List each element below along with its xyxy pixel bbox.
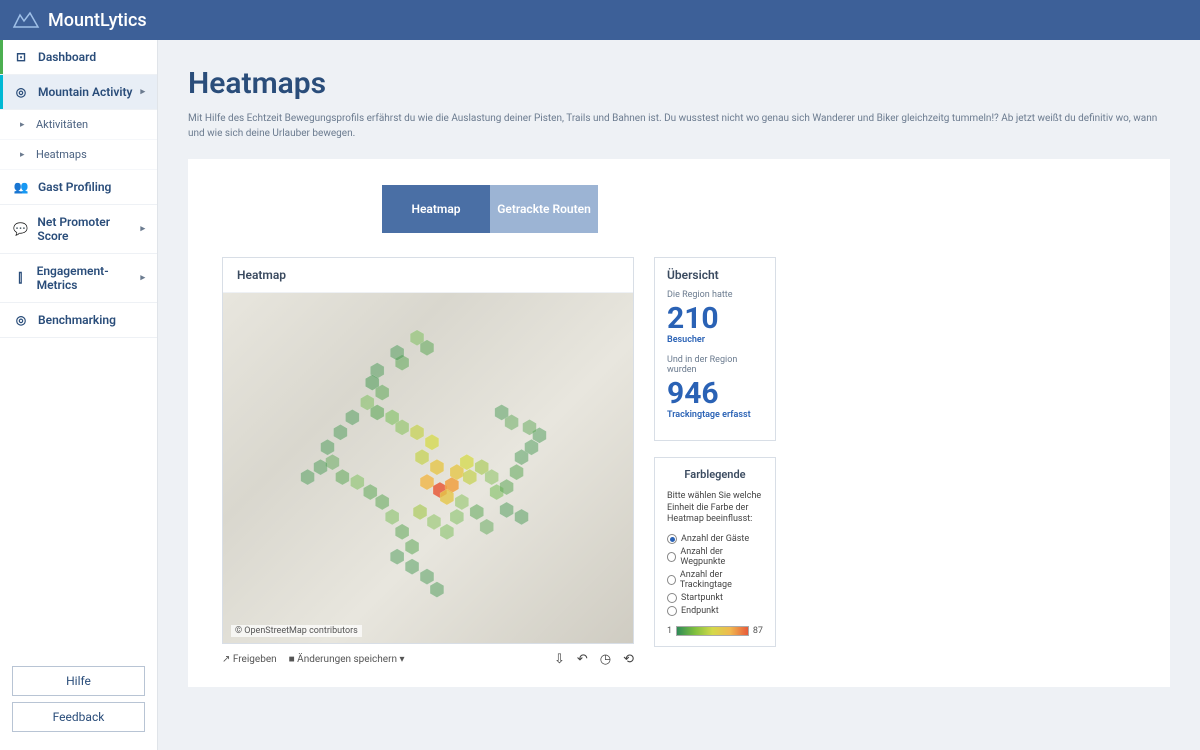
users-icon: 👥	[12, 180, 30, 194]
radio-icon	[667, 534, 677, 544]
nav-label: Mountain Activity	[38, 85, 133, 99]
legend-radio-option[interactable]: Anzahl der Wegpunkte	[667, 547, 763, 567]
chart-icon: ⫿	[12, 271, 29, 286]
overview-sub2: Trackingtage erfasst	[667, 410, 763, 420]
nav-sub-label: Aktivitäten	[36, 118, 88, 131]
legend-radio-option[interactable]: Endpunkt	[667, 606, 763, 616]
help-button[interactable]: Hilfe	[12, 666, 145, 696]
nav-label: Benchmarking	[38, 313, 116, 327]
content: Heatmaps Mit Hilfe des Echtzeit Bewegung…	[158, 40, 1200, 750]
chevron-right-icon: ▸	[20, 120, 30, 130]
radio-label: Endpunkt	[681, 606, 719, 616]
nav-gast-profiling[interactable]: 👥 Gast Profiling	[0, 170, 157, 205]
chevron-right-icon: ▸	[140, 87, 145, 97]
mountain-icon	[12, 11, 40, 29]
download-icon[interactable]: ⇩	[554, 652, 565, 667]
nav-nps[interactable]: 💬 Net Promoter Score ▸	[0, 205, 157, 254]
nav-label: Engagement-Metrics	[37, 264, 141, 292]
legend-radio-option[interactable]: Startpunkt	[667, 593, 763, 603]
chevron-right-icon: ▸	[140, 224, 145, 234]
legend-title: Farblegende	[667, 468, 763, 481]
nav: ⊡ Dashboard ◎ Mountain Activity ▸ ▸ Akti…	[0, 40, 157, 654]
page-desc: Mit Hilfe des Echtzeit Bewegungsprofils …	[188, 111, 1170, 141]
overview-sub1: Besucher	[667, 335, 763, 345]
activity-icon: ◎	[12, 85, 30, 99]
map-attribution: © OpenStreetMap contributors	[231, 625, 362, 637]
tab-getrackte-routen[interactable]: Getrackte Routen	[490, 185, 598, 233]
overview-visitors: 210	[667, 302, 763, 335]
nav-engagement[interactable]: ⫿ Engagement-Metrics ▸	[0, 254, 157, 303]
map-header: Heatmap	[223, 258, 633, 293]
chevron-right-icon: ▸	[140, 273, 145, 283]
nav-sub-label: Heatmaps	[36, 148, 87, 161]
brand-name: MountLytics	[48, 10, 147, 31]
clock-icon[interactable]: ◷	[600, 652, 611, 667]
panel: Heatmap Getrackte Routen Heatmap © OpenS…	[188, 159, 1170, 687]
chevron-right-icon: ▸	[20, 150, 30, 160]
sidebar-footer: Hilfe Feedback	[0, 654, 157, 750]
nav-sub-heatmaps[interactable]: ▸ Heatmaps	[0, 140, 157, 170]
brand-logo[interactable]: MountLytics	[12, 10, 147, 31]
overview-trackingdays: 946	[667, 377, 763, 410]
benchmark-icon: ◎	[12, 313, 30, 327]
overview-card: Übersicht Die Region hatte 210 Besucher …	[654, 257, 776, 441]
radio-icon	[667, 606, 677, 616]
topbar: MountLytics	[0, 0, 1200, 40]
sidebar: ⊡ Dashboard ◎ Mountain Activity ▸ ▸ Akti…	[0, 40, 158, 750]
radio-label: Startpunkt	[681, 593, 723, 603]
radio-icon	[667, 552, 676, 562]
legend-gradient-row: 1 87	[667, 626, 763, 636]
save-action[interactable]: ■ Änderungen speichern ▾	[289, 654, 405, 665]
legend-desc: Bitte wählen Sie welche Einheit die Farb…	[667, 491, 763, 526]
nav-dashboard[interactable]: ⊡ Dashboard	[0, 40, 157, 75]
nav-mountain-activity[interactable]: ◎ Mountain Activity ▸	[0, 75, 157, 110]
heatmap-hexlayer	[223, 293, 633, 641]
nav-label: Net Promoter Score	[37, 215, 140, 243]
tabs: Heatmap Getrackte Routen	[382, 185, 1136, 233]
legend-radio-option[interactable]: Anzahl der Trackingtage	[667, 570, 763, 590]
legend-min: 1	[667, 626, 672, 636]
overview-title: Übersicht	[667, 268, 763, 282]
nav-sub-aktivitaeten[interactable]: ▸ Aktivitäten	[0, 110, 157, 140]
nav-benchmarking[interactable]: ◎ Benchmarking	[0, 303, 157, 338]
overview-lead1: Die Region hatte	[667, 290, 763, 300]
undo-icon[interactable]: ↶	[577, 652, 588, 667]
legend-radio-option[interactable]: Anzahl der Gäste	[667, 534, 763, 544]
map-footer: ↗ Freigeben ■ Änderungen speichern ▾ ⇩ ↶…	[222, 644, 634, 669]
nav-label: Dashboard	[38, 50, 96, 64]
share-action[interactable]: ↗ Freigeben	[222, 654, 277, 665]
legend-gradient	[676, 626, 749, 636]
dashboard-icon: ⊡	[12, 50, 30, 64]
legend-card: Farblegende Bitte wählen Sie welche Einh…	[654, 457, 776, 647]
map-view[interactable]: © OpenStreetMap contributors	[223, 293, 633, 643]
chat-icon: 💬	[12, 222, 29, 236]
feedback-button[interactable]: Feedback	[12, 702, 145, 732]
overview-lead2: Und in der Region wurden	[667, 355, 763, 375]
nav-label: Gast Profiling	[38, 180, 111, 194]
map-card: Heatmap © OpenStreetMap contributors	[222, 257, 634, 644]
radio-label: Anzahl der Trackingtage	[680, 570, 763, 590]
refresh-icon[interactable]: ⟲	[623, 652, 634, 667]
radio-label: Anzahl der Gäste	[681, 534, 749, 544]
radio-icon	[667, 575, 676, 585]
radio-icon	[667, 593, 677, 603]
page-title: Heatmaps	[188, 66, 1170, 101]
legend-max: 87	[753, 626, 763, 636]
radio-label: Anzahl der Wegpunkte	[680, 547, 763, 567]
tab-heatmap[interactable]: Heatmap	[382, 185, 490, 233]
